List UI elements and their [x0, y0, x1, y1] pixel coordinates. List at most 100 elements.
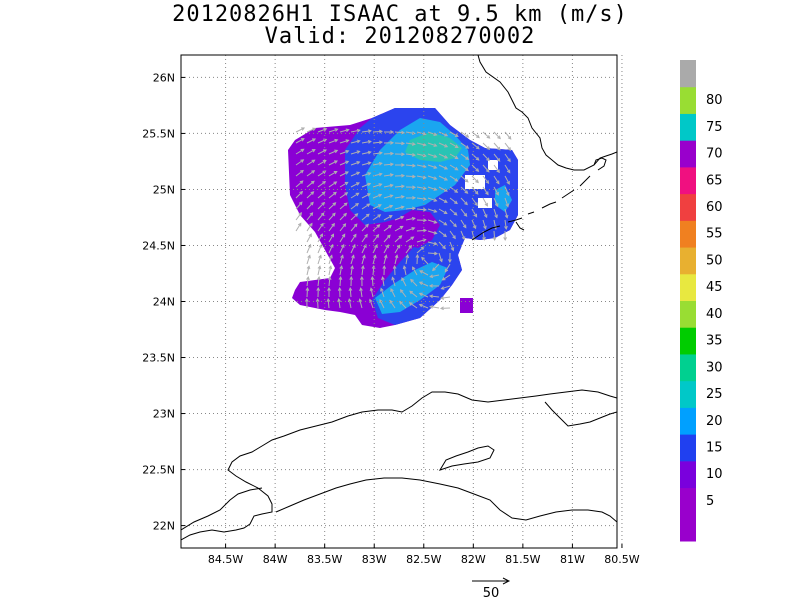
wind-vector-head: [316, 286, 321, 291]
wind-vector-head: [342, 223, 347, 227]
wind-vector: [339, 266, 343, 276]
wind-vector-head: [321, 201, 326, 206]
wind-vector-head: [390, 288, 394, 292]
wind-vector: [295, 159, 304, 166]
wind-vector: [400, 289, 407, 298]
wind-vector-head: [400, 205, 405, 210]
wind-speed-field: [288, 108, 518, 328]
colorbar-segment: [680, 140, 696, 168]
wind-vector: [391, 277, 396, 287]
lat-tick-label: 25.5N: [142, 127, 175, 140]
wind-vector-head: [337, 298, 341, 303]
wind-vector: [449, 197, 458, 204]
wind-vector-head: [320, 212, 325, 217]
wind-vector-head: [497, 135, 501, 140]
wind-vector-head: [405, 254, 410, 259]
wind-vector: [328, 139, 338, 144]
wind-vector: [306, 202, 314, 210]
wind-vector-head: [367, 161, 372, 166]
wind-vector: [438, 219, 447, 226]
wind-vector-head: [412, 174, 417, 179]
wind-vector: [419, 304, 429, 309]
wind-vector: [372, 234, 379, 243]
wind-vector-head: [454, 155, 459, 160]
lon-tick-label: 82W: [461, 553, 486, 566]
wind-vector-head: [495, 180, 500, 185]
wind-vector: [328, 244, 334, 254]
wind-vector: [427, 230, 437, 234]
lon-tick-label: 81.5W: [505, 553, 540, 566]
wind-vector-head: [322, 160, 327, 164]
wind-vector-head: [388, 224, 392, 229]
wind-vector-head: [475, 179, 479, 184]
colorbar-segment: [680, 434, 696, 462]
wind-vector-head: [496, 169, 500, 174]
wind-vector-head: [411, 142, 416, 146]
wind-vector: [306, 277, 309, 287]
wind-cell-gap-3: [478, 198, 492, 208]
wind-vector: [471, 219, 477, 229]
wind-vector-head: [433, 241, 438, 246]
wind-vector-head: [503, 237, 508, 242]
wind-vector-head: [433, 187, 438, 191]
wind-vector-head: [331, 212, 336, 217]
wind-vector-head: [486, 146, 491, 151]
wind-vector-head: [390, 140, 395, 145]
wind-vector: [390, 288, 396, 298]
wind-vector: [361, 266, 364, 276]
wind-vector: [348, 299, 352, 309]
wind-vector-head: [412, 195, 417, 200]
wind-vector: [328, 276, 331, 287]
wind-vector-head: [433, 132, 438, 136]
wind-vector: [350, 182, 360, 188]
wind-vector: [460, 131, 469, 138]
wind-vector-head: [396, 244, 401, 249]
wind-vector-head: [367, 150, 372, 155]
wind-vector: [430, 295, 440, 298]
wind-vector: [372, 194, 382, 199]
wind-vector-head: [385, 244, 389, 249]
wind-vector: [412, 266, 418, 276]
wind-vector: [328, 233, 334, 243]
wind-vector: [460, 219, 467, 228]
wind-vector-head: [453, 223, 457, 228]
wind-vector: [504, 175, 510, 185]
wind-vector: [482, 153, 490, 161]
wind-vector-head: [450, 247, 455, 252]
wind-vector-head: [428, 284, 433, 288]
wind-vector-head: [381, 276, 385, 281]
wind-vector: [339, 129, 349, 133]
wind-vector: [405, 245, 412, 254]
wind-vector-head: [401, 152, 406, 157]
wind-vector: [317, 181, 326, 188]
wind-vector: [405, 227, 415, 232]
isla-de-juventud: [438, 445, 495, 471]
wind-vector-head: [318, 254, 322, 259]
wind-vector-head: [373, 254, 377, 259]
wind-vector-head: [320, 222, 324, 227]
wind-vector-head: [454, 189, 459, 193]
wind-vector: [317, 149, 327, 155]
chart-title: 20120826H1 ISAAC at 9.5 km (m/s): [172, 2, 628, 27]
lat-tick-label: 25N: [153, 183, 175, 196]
wind-vector: [383, 244, 389, 254]
wind-vector: [438, 208, 448, 214]
colorbar-label: 40: [706, 307, 723, 322]
wind-vector-head: [412, 206, 417, 211]
wind-vector-head: [364, 233, 368, 238]
wind-vector-head: [354, 213, 359, 217]
wind-vector-head: [304, 297, 309, 302]
colorbar-segment: [680, 300, 696, 328]
wind-vector: [306, 127, 316, 133]
wind-vector-head: [333, 191, 337, 196]
wind-vector: [306, 149, 316, 155]
wind-vector-head: [300, 159, 305, 163]
wind-vector-head: [344, 181, 349, 186]
wind-vector-head: [412, 185, 417, 190]
wind-vector: [449, 131, 459, 137]
colorbar-label: 45: [706, 280, 723, 295]
wind-vector-head: [419, 270, 424, 274]
wind-vector: [394, 185, 405, 188]
wind-vector-head: [507, 147, 512, 151]
wind-vector-head: [454, 144, 459, 148]
